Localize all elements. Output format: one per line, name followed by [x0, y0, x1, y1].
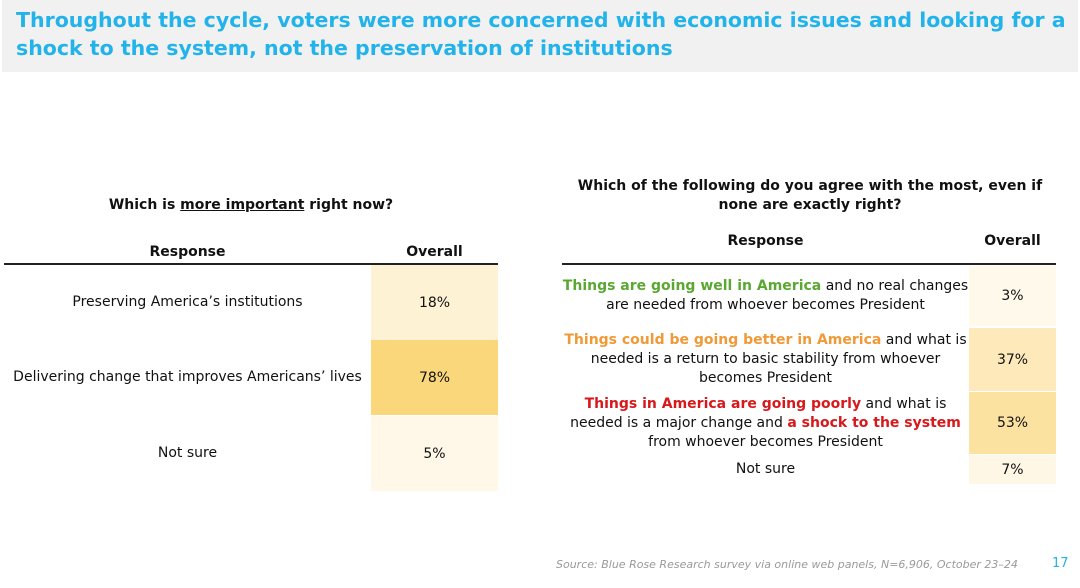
- right-row-2-value: 37%: [969, 328, 1056, 391]
- left-header-response: Response: [149, 244, 226, 260]
- right-row-3-text: from whoever becomes President: [648, 433, 883, 450]
- left-row-1-response: Preserving America’s institutions: [72, 294, 303, 310]
- left-row-2-value: 78%: [371, 340, 498, 415]
- page-title: Throughout the cycle, voters were more c…: [16, 8, 1066, 60]
- left-question-underlined: more important: [180, 197, 305, 213]
- right-header-response: Response: [727, 233, 804, 249]
- right-row-1-text: and no real changes are needed from whoe…: [606, 278, 969, 313]
- source-note: Source: Blue Rose Research survey via on…: [556, 558, 1018, 571]
- right-row-1-highlight: Things are going well in America: [562, 278, 822, 294]
- right-row-2-response: Things could be going better in America …: [562, 328, 969, 391]
- right-row-3-value: 53%: [969, 392, 1056, 454]
- left-row-1-value: 18%: [371, 265, 498, 340]
- left-row-3-value: 5%: [371, 416, 498, 491]
- right-header-overall: Overall: [984, 233, 1041, 249]
- right-row-4-value: 7%: [969, 455, 1056, 484]
- title-bar: [2, 0, 1078, 72]
- page-number: 17: [1052, 556, 1069, 571]
- left-row-3-response: Not sure: [157, 445, 218, 461]
- right-row-2-highlight: Things could be going better in America: [564, 332, 882, 348]
- left-question-pre: Which is: [108, 197, 181, 213]
- left-row-2-response: Delivering change that improves American…: [13, 369, 362, 385]
- left-header-rule: [4, 263, 498, 265]
- right-row-3-response: Things in America are going poorly and w…: [562, 392, 969, 454]
- right-row-1-value: 3%: [969, 266, 1056, 326]
- left-header-overall: Overall: [406, 244, 463, 260]
- left-question: Which is more important right now?: [4, 196, 498, 215]
- right-row-4-text: Not sure: [735, 461, 796, 477]
- left-question-post: right now?: [304, 197, 394, 213]
- right-row-1-response: Things are going well in America and no …: [562, 266, 969, 326]
- right-header-rule: [562, 263, 1056, 265]
- right-question: Which of the following do you agree with…: [577, 178, 1043, 213]
- right-row-2-text: and what is needed is a return to basic …: [590, 332, 967, 386]
- right-row-4-response: Not sure: [562, 455, 969, 484]
- right-row-3-mid: and what is needed is a major change and: [570, 395, 947, 431]
- right-row-3-highlight-2: a shock to the system: [787, 414, 961, 431]
- right-row-3-highlight: Things in America are going poorly: [584, 395, 862, 412]
